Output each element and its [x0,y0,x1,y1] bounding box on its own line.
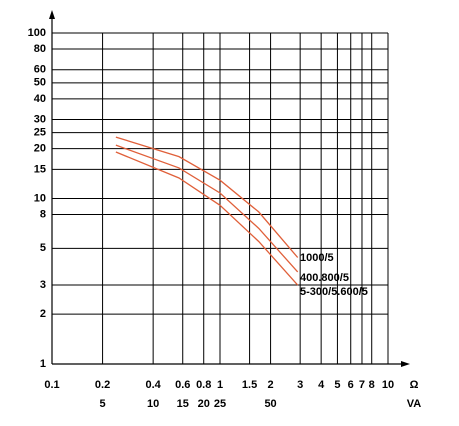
y-tick-label: 20 [34,143,46,155]
series-label: 1000/5 [300,252,334,264]
y-tick-label: 80 [34,43,46,55]
x-tick-label: 3 [297,379,303,391]
y-tick-label: 15 [34,163,46,175]
x-tick-label: 8 [369,379,375,391]
series-line [115,151,299,286]
y-tick-label: 60 [34,64,46,76]
x-tick-label: 0.1 [44,379,59,391]
y-tick-label: 100 [28,27,46,39]
x-tick-label: 4 [318,379,325,391]
x-tick-label: 6 [348,379,354,391]
x2-axis-label: VA [407,398,422,410]
y-tick-label: 25 [34,127,46,139]
y-tick-label: 40 [34,93,46,105]
x-tick-label: 10 [382,379,394,391]
x2-tick-label: 10 [147,398,159,410]
series-line [115,136,299,258]
y-tick-label: 50 [34,77,46,89]
x2-tick-label: 20 [198,398,210,410]
x-axis-arrow [401,361,410,367]
y-tick-label: 5 [40,242,46,254]
x2-tick-label: 5 [100,398,106,410]
x-tick-label: 5 [334,379,340,391]
x-tick-label: 2 [268,379,274,391]
y-tick-label: 8 [40,208,46,220]
x2-tick-label: 15 [177,398,189,410]
y-tick-label: 3 [40,279,46,291]
x-tick-label: 0.2 [95,379,110,391]
y-axis-arrow [49,10,55,19]
y-tick-label: 10 [34,192,46,204]
y-tick-label: 1 [40,358,46,370]
series-label: 400.800/5 [300,272,349,284]
x-tick-label: 0.6 [175,379,190,391]
x-tick-label: 0.8 [196,379,211,391]
y-tick-label: 30 [34,113,46,125]
x-axis-label: Ω [410,379,419,391]
series-label: 5-300/5.600/5 [300,286,368,298]
x-tick-label: 0.4 [145,379,161,391]
series-line [115,144,299,273]
x-tick-label: 1.5 [242,379,257,391]
x-tick-label: 7 [359,379,365,391]
x2-tick-label: 50 [264,398,276,410]
x2-tick-label: 25 [214,398,226,410]
y-tick-label: 2 [40,308,46,320]
x-tick-label: 1 [217,379,223,391]
